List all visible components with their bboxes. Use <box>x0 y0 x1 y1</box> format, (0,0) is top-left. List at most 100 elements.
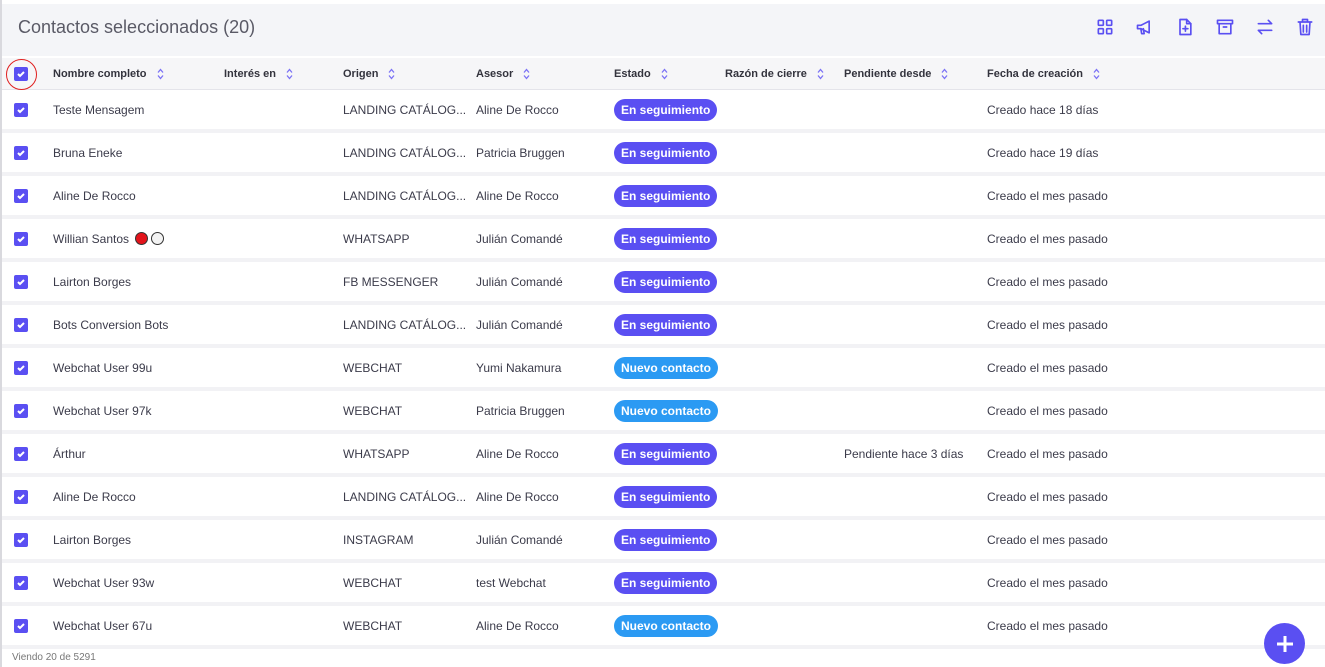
column-label: Origen <box>343 67 379 80</box>
row-checkbox[interactable] <box>14 446 28 461</box>
status-badge: En seguimiento <box>614 485 718 508</box>
column-header-fecha[interactable]: Fecha de creación <box>987 58 1100 89</box>
row-checkbox[interactable] <box>14 360 28 375</box>
table-row[interactable]: Webchat User 67u WEBCHAT Aline De Rocco Nue… <box>2 606 1325 645</box>
row-checkbox[interactable] <box>14 231 28 246</box>
cell-asesor: Aline De Rocco <box>476 618 559 633</box>
highlight-circle <box>6 59 37 90</box>
status-badge: En seguimiento <box>614 528 718 551</box>
column-header-razon[interactable]: Razón de cierre <box>725 58 824 89</box>
table-row[interactable]: Árthur WHATSAPP Aline De Rocco En seguimien… <box>2 434 1325 473</box>
grid-icon[interactable] <box>1095 16 1115 38</box>
cell-origen: WEBCHAT <box>343 618 403 633</box>
cell-asesor: Yumi Nakamura <box>476 360 562 375</box>
table-row[interactable]: Willian Santos WHATSAPP Julián Comandé En s… <box>2 219 1325 258</box>
plus-icon <box>1276 635 1293 652</box>
trash-icon[interactable] <box>1295 16 1315 38</box>
file-plus-icon[interactable] <box>1175 16 1195 38</box>
cell-fecha: Creado hace 18 días <box>987 102 1099 117</box>
column-label: Estado <box>614 67 651 80</box>
table-row[interactable]: Lairton Borges FB MESSENGER Julián Comandé… <box>2 262 1325 301</box>
cell-fecha: Creado el mes pasado <box>987 360 1108 375</box>
cell-origen: WEBCHAT <box>343 575 403 590</box>
row-checkbox[interactable] <box>14 317 28 332</box>
cell-origen: FB MESSENGER <box>343 274 439 289</box>
cell-name: Webchat User 99u <box>53 360 153 375</box>
sort-icon[interactable] <box>817 67 824 80</box>
cell-fecha: Creado el mes pasado <box>987 403 1108 418</box>
column-header-interes[interactable]: Interés en <box>224 58 293 89</box>
transfer-icon[interactable] <box>1255 16 1275 38</box>
column-header-pendiente[interactable]: Pendiente desde <box>844 58 948 89</box>
table-row[interactable]: Webchat User 97k WEBCHAT Patricia Bruggen N… <box>2 391 1325 430</box>
cell-fecha: Creado el mes pasado <box>987 274 1108 289</box>
row-checkbox[interactable] <box>14 102 28 117</box>
cell-asesor: test Webchat <box>476 575 546 590</box>
cell-name: Teste Mensagem <box>53 102 145 117</box>
cell-name: Aline De Rocco <box>53 489 136 504</box>
sort-icon[interactable] <box>661 67 668 80</box>
status-badge: En seguimiento <box>614 227 718 250</box>
cell-origen: LANDING CATÁLOG... <box>343 317 467 332</box>
column-label: Pendiente desde <box>844 67 932 80</box>
row-checkbox[interactable] <box>14 575 28 590</box>
row-checkbox[interactable] <box>14 403 28 418</box>
cell-name: Bots Conversion Bots <box>53 317 169 332</box>
row-checkbox[interactable] <box>14 188 28 203</box>
cell-name: Willian Santos <box>53 231 130 246</box>
column-label: Asesor <box>476 67 514 80</box>
select-all-checkbox[interactable] <box>14 66 28 81</box>
sort-icon[interactable] <box>388 67 395 80</box>
row-checkbox[interactable] <box>14 532 28 547</box>
pagination-info: Viendo 20 de 5291 <box>12 652 96 663</box>
row-checkbox[interactable] <box>14 145 28 160</box>
cell-asesor: Julián Comandé <box>476 532 563 547</box>
cell-asesor: Aline De Rocco <box>476 102 559 117</box>
cell-origen: LANDING CATÁLOG... <box>343 102 467 117</box>
cell-name: Webchat User 93w <box>53 575 155 590</box>
table-row[interactable]: Aline De Rocco LANDING CATÁLOG... Aline De… <box>2 176 1325 215</box>
cell-origen: WEBCHAT <box>343 403 403 418</box>
cell-asesor: Aline De Rocco <box>476 489 559 504</box>
sort-icon[interactable] <box>941 67 948 80</box>
column-header-name[interactable]: Nombre completo <box>53 58 164 89</box>
table-row[interactable]: Bruna Eneke LANDING CATÁLOG... Patricia Br… <box>2 133 1325 172</box>
status-badge: En seguimiento <box>614 313 718 336</box>
row-checkbox[interactable] <box>14 489 28 504</box>
status-badge: Nuevo contacto <box>614 399 719 422</box>
cell-fecha: Creado hace 19 días <box>987 145 1099 160</box>
row-checkbox[interactable] <box>14 618 28 633</box>
column-header-asesor[interactable]: Asesor <box>476 58 530 89</box>
column-header-estado[interactable]: Estado <box>614 58 668 89</box>
cell-fecha: Creado el mes pasado <box>987 618 1108 633</box>
megaphone-icon[interactable] <box>1135 16 1155 38</box>
status-badge: En seguimiento <box>614 442 718 465</box>
table-header: Nombre completo Interés en Origen Asesor Est… <box>2 58 1325 90</box>
column-label: Interés en <box>224 67 276 80</box>
contacts-table: Teste Mensagem LANDING CATÁLOG... Aline De… <box>2 90 1325 649</box>
table-row[interactable]: Teste Mensagem LANDING CATÁLOG... Aline De… <box>2 90 1325 129</box>
table-row[interactable]: Aline De Rocco LANDING CATÁLOG... Aline De… <box>2 477 1325 516</box>
sort-icon[interactable] <box>1093 67 1100 80</box>
column-header-origen[interactable]: Origen <box>343 58 395 89</box>
sort-icon[interactable] <box>523 67 530 80</box>
status-badge: Nuevo contacto <box>614 614 719 637</box>
sort-icon[interactable] <box>157 67 164 80</box>
cell-fecha: Creado el mes pasado <box>987 532 1108 547</box>
table-row[interactable]: Webchat User 93w WEBCHAT test Webchat En se… <box>2 563 1325 602</box>
column-label: Razón de cierre <box>725 67 807 80</box>
column-label: Fecha de creación <box>987 67 1083 80</box>
cell-asesor: Patricia Bruggen <box>476 145 565 160</box>
archive-icon[interactable] <box>1215 16 1235 38</box>
sort-icon[interactable] <box>286 67 293 80</box>
cell-origen: LANDING CATÁLOG... <box>343 188 467 203</box>
cell-name: Lairton Borges <box>53 274 132 289</box>
cell-origen: LANDING CATÁLOG... <box>343 145 467 160</box>
table-row[interactable]: Webchat User 99u WEBCHAT Yumi Nakamura Nuev… <box>2 348 1325 387</box>
add-contact-button[interactable] <box>1264 623 1305 664</box>
cell-pendiente: Pendiente hace 3 días <box>844 446 964 461</box>
row-checkbox[interactable] <box>14 274 28 289</box>
table-row[interactable]: Bots Conversion Bots LANDING CATÁLOG... Ju… <box>2 305 1325 344</box>
cell-origen: INSTAGRAM <box>343 532 414 547</box>
table-row[interactable]: Lairton Borges INSTAGRAM Julián Comandé En … <box>2 520 1325 559</box>
